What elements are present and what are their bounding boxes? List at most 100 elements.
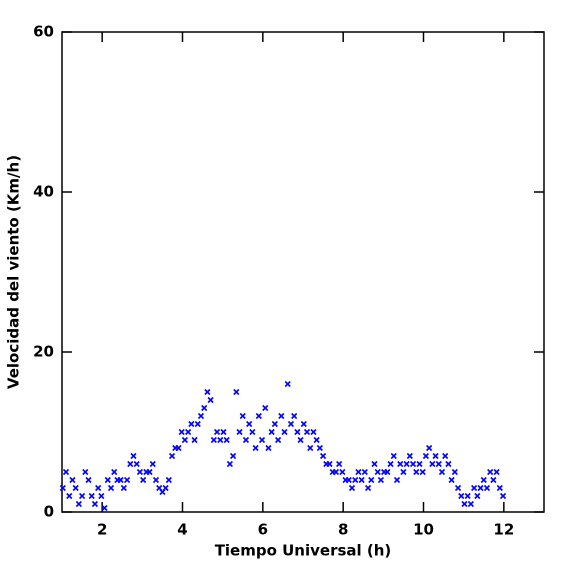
point: [152, 476, 160, 484]
point: [371, 460, 378, 468]
point: [297, 436, 304, 444]
point: [188, 420, 195, 428]
point: [438, 468, 446, 476]
x-axis-label: Tiempo Universal (h): [215, 542, 392, 560]
point: [416, 460, 423, 468]
point: [101, 504, 108, 512]
point: [474, 492, 481, 500]
point: [146, 468, 153, 476]
point: [230, 452, 237, 460]
point: [226, 460, 233, 468]
x-tick-label: 12: [493, 521, 514, 539]
point: [130, 452, 137, 460]
point: [127, 460, 134, 468]
point: [499, 492, 507, 500]
point: [95, 484, 102, 492]
point: [79, 492, 86, 500]
point: [422, 452, 429, 460]
x-tick-label: 10: [413, 521, 434, 539]
point: [471, 484, 478, 492]
point: [458, 492, 465, 500]
point: [345, 476, 352, 484]
point: [406, 452, 413, 460]
point: [300, 420, 307, 428]
point: [339, 468, 346, 476]
point: [265, 444, 272, 452]
point: [178, 428, 185, 436]
point: [461, 500, 468, 508]
point: [451, 468, 458, 476]
point: [133, 460, 140, 468]
point: [310, 428, 317, 436]
point: [332, 468, 340, 476]
x-tick-label: 8: [338, 521, 348, 539]
point: [162, 484, 169, 492]
point: [291, 412, 298, 420]
point: [210, 436, 217, 444]
point: [149, 460, 156, 468]
point: [217, 436, 224, 444]
point: [432, 452, 439, 460]
point: [307, 444, 314, 452]
point: [326, 460, 333, 468]
y-tick-label: 20: [33, 343, 54, 361]
point: [365, 484, 372, 492]
x-tick-label: 2: [97, 521, 107, 539]
point: [69, 476, 76, 484]
point: [233, 388, 240, 396]
point: [400, 468, 407, 476]
point: [249, 428, 256, 436]
point: [316, 444, 323, 452]
point: [236, 428, 243, 436]
point: [117, 476, 124, 484]
point: [91, 500, 99, 508]
point: [419, 468, 426, 476]
point: [207, 396, 214, 404]
point: [374, 468, 381, 476]
point: [220, 428, 227, 436]
point: [66, 492, 73, 500]
point: [448, 476, 455, 484]
y-axis-label: Velocidad del viento (Km/h): [5, 155, 23, 389]
point: [480, 476, 487, 484]
point: [258, 436, 266, 444]
point: [75, 500, 82, 508]
point: [454, 484, 462, 492]
point: [496, 484, 503, 492]
point: [413, 468, 420, 476]
point: [82, 468, 89, 476]
point: [487, 468, 494, 476]
point: [294, 428, 301, 436]
y-tick-label: 0: [44, 503, 54, 521]
point: [124, 476, 131, 484]
point: [275, 436, 282, 444]
point: [352, 476, 359, 484]
point: [377, 476, 384, 484]
point: [387, 460, 394, 468]
point: [268, 428, 275, 436]
point: [168, 452, 176, 460]
point: [197, 412, 205, 420]
point: [336, 460, 343, 468]
point: [175, 444, 182, 452]
y-tick-label: 60: [33, 23, 54, 41]
point: [313, 436, 320, 444]
point: [111, 468, 118, 476]
point: [181, 436, 188, 444]
point: [191, 436, 198, 444]
point: [201, 404, 208, 412]
point: [409, 460, 417, 468]
point: [140, 476, 147, 484]
point: [361, 468, 368, 476]
point: [393, 476, 401, 484]
point: [223, 436, 230, 444]
point: [390, 452, 397, 460]
point: [85, 476, 92, 484]
point: [246, 420, 253, 428]
point: [120, 484, 127, 492]
point: [426, 444, 433, 452]
point: [355, 468, 362, 476]
point: [72, 484, 79, 492]
point: [483, 484, 491, 492]
